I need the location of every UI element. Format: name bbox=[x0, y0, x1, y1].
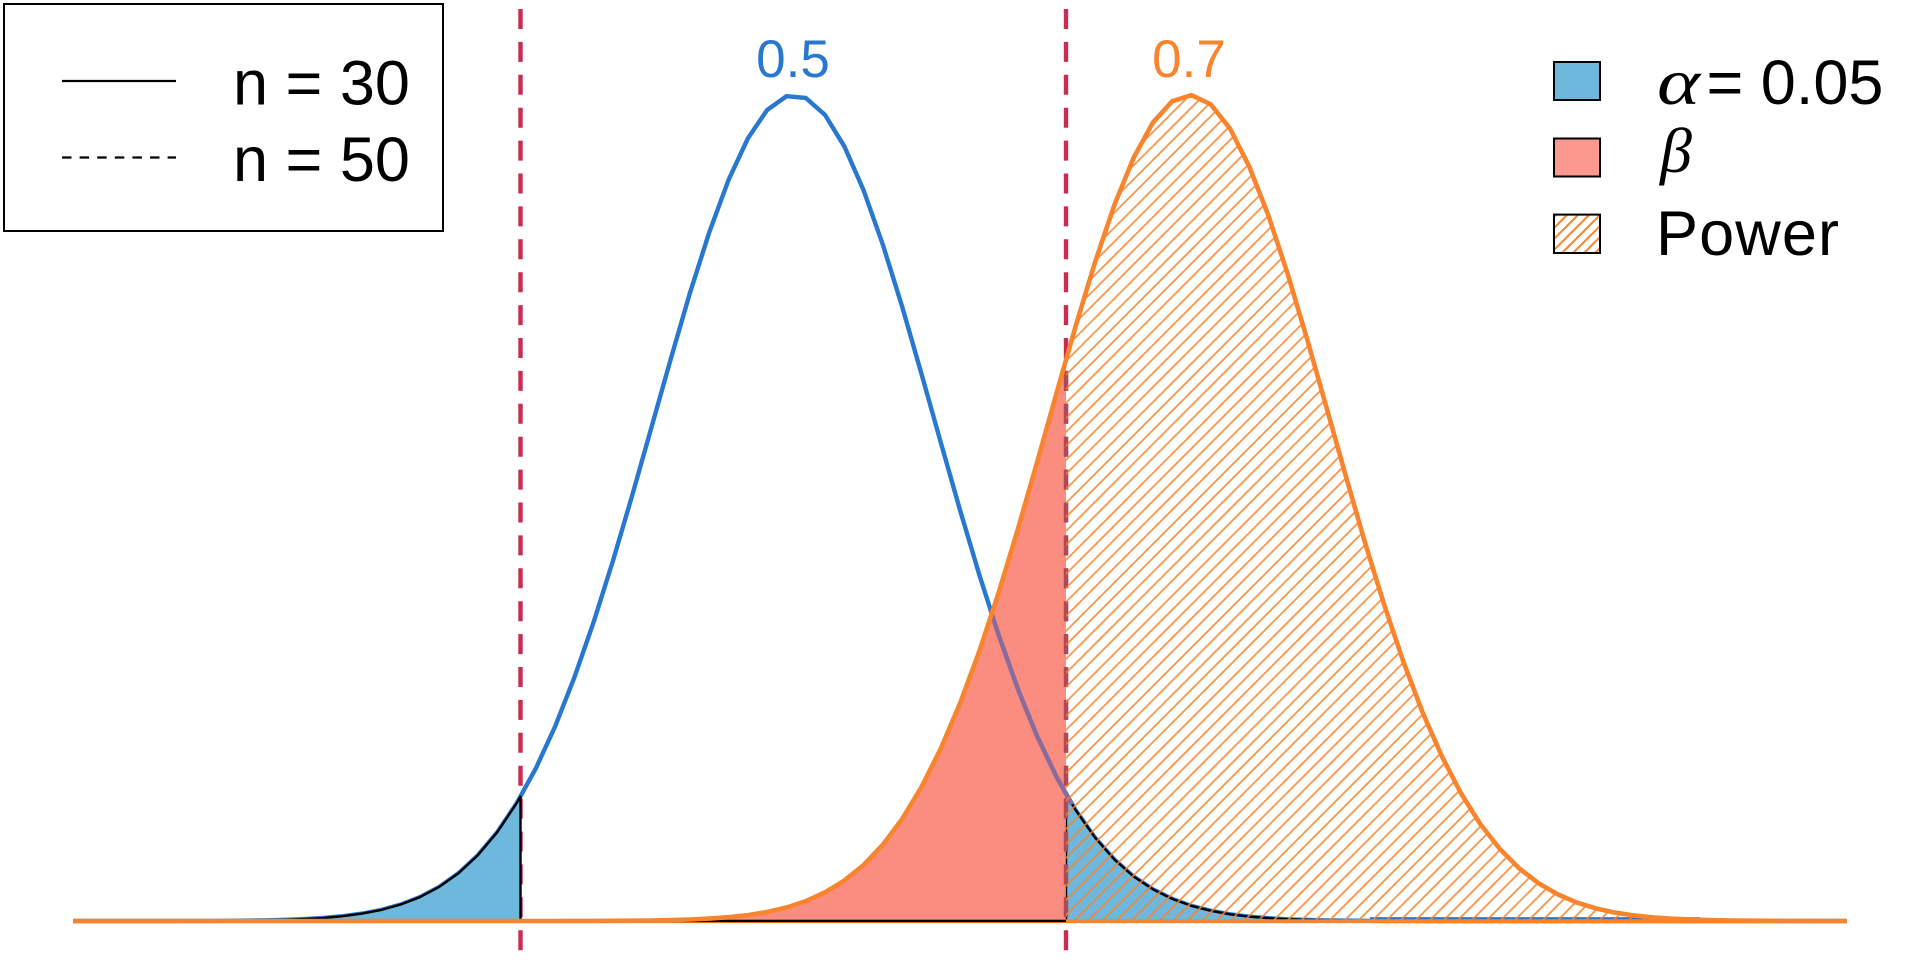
svg-text:0.5: 0.5 bbox=[756, 30, 830, 89]
svg-text:Power: Power bbox=[1656, 199, 1839, 269]
svg-text:n = 30: n = 30 bbox=[233, 49, 410, 119]
svg-text:n = 50: n = 50 bbox=[233, 125, 410, 195]
svg-text:β: β bbox=[1658, 115, 1692, 186]
svg-text:0.7: 0.7 bbox=[1152, 30, 1226, 89]
svg-text:α = 0.05: α = 0.05 bbox=[1657, 46, 1883, 119]
